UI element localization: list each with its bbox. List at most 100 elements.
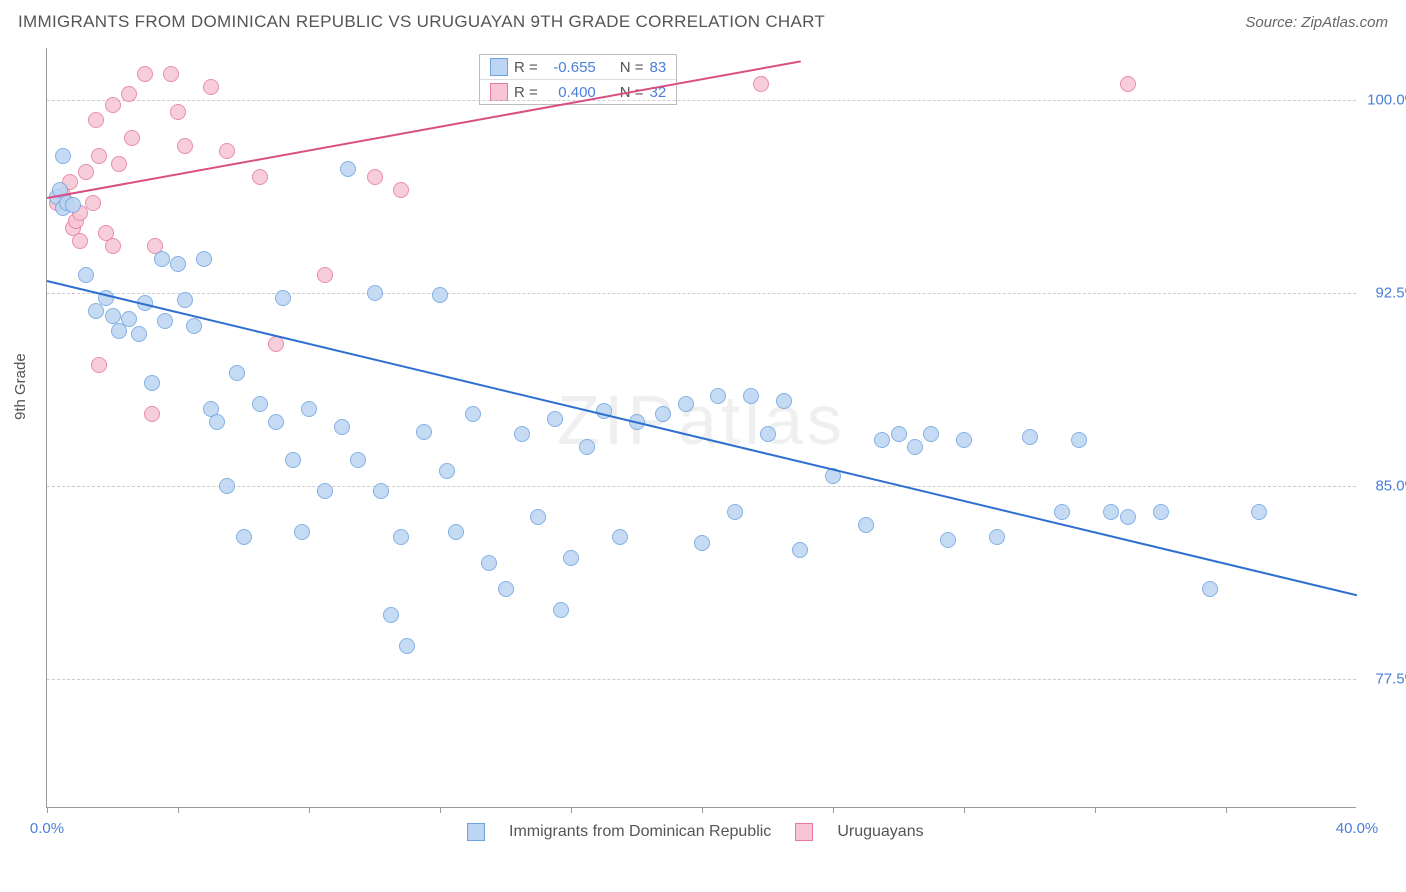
- series-b-name: Uruguayans: [837, 823, 923, 841]
- data-point: [186, 318, 202, 334]
- data-point: [465, 406, 481, 422]
- x-tick: [702, 807, 703, 813]
- y-tick-label: 77.5%: [1375, 671, 1406, 688]
- data-point: [448, 524, 464, 540]
- data-point: [219, 478, 235, 494]
- n-value-a: 83: [650, 59, 667, 76]
- data-point: [154, 251, 170, 267]
- data-point: [956, 432, 972, 448]
- data-point: [170, 256, 186, 272]
- data-point: [1202, 581, 1218, 597]
- data-point: [678, 396, 694, 412]
- data-point: [268, 336, 284, 352]
- data-point: [1251, 504, 1267, 520]
- r-label: R =: [514, 84, 538, 101]
- data-point: [743, 388, 759, 404]
- data-point: [481, 555, 497, 571]
- data-point: [294, 524, 310, 540]
- y-tick-label: 92.5%: [1375, 284, 1406, 301]
- data-point: [710, 388, 726, 404]
- data-point: [105, 238, 121, 254]
- data-point: [219, 143, 235, 159]
- data-point: [334, 419, 350, 435]
- swatch-series-a: [467, 823, 485, 841]
- data-point: [236, 529, 252, 545]
- scatter-chart: ZIPatlas R = -0.655 N = 83 R = 0.400 N =…: [46, 48, 1356, 808]
- data-point: [121, 311, 137, 327]
- data-point: [579, 439, 595, 455]
- data-point: [514, 426, 530, 442]
- data-point: [792, 542, 808, 558]
- source-value: ZipAtlas.com: [1301, 14, 1388, 31]
- data-point: [432, 287, 448, 303]
- data-point: [383, 607, 399, 623]
- data-point: [163, 66, 179, 82]
- data-point: [399, 638, 415, 654]
- data-point: [55, 148, 71, 164]
- chart-header: IMMIGRANTS FROM DOMINICAN REPUBLIC VS UR…: [0, 0, 1406, 40]
- data-point: [137, 66, 153, 82]
- y-tick-label: 100.0%: [1367, 91, 1406, 108]
- data-point: [655, 406, 671, 422]
- data-point: [144, 375, 160, 391]
- chart-source: Source: ZipAtlas.com: [1245, 14, 1388, 31]
- data-point: [196, 251, 212, 267]
- data-point: [105, 97, 121, 113]
- data-point: [78, 267, 94, 283]
- data-point: [367, 285, 383, 301]
- y-tick-label: 85.0%: [1375, 477, 1406, 494]
- data-point: [275, 290, 291, 306]
- data-point: [72, 233, 88, 249]
- swatch-series-a: [490, 58, 508, 76]
- data-point: [131, 326, 147, 342]
- data-point: [891, 426, 907, 442]
- data-point: [553, 602, 569, 618]
- series-a-name: Immigrants from Dominican Republic: [509, 823, 771, 841]
- data-point: [1103, 504, 1119, 520]
- data-point: [124, 130, 140, 146]
- trend-line: [47, 61, 801, 200]
- data-point: [91, 148, 107, 164]
- data-point: [65, 197, 81, 213]
- data-point: [612, 529, 628, 545]
- data-point: [157, 313, 173, 329]
- chart-title: IMMIGRANTS FROM DOMINICAN REPUBLIC VS UR…: [18, 12, 825, 32]
- x-tick: [571, 807, 572, 813]
- n-label: N =: [620, 59, 644, 76]
- data-point: [760, 426, 776, 442]
- data-point: [85, 195, 101, 211]
- data-point: [170, 104, 186, 120]
- data-point: [563, 550, 579, 566]
- data-point: [989, 529, 1005, 545]
- data-point: [229, 365, 245, 381]
- x-tick: [964, 807, 965, 813]
- data-point: [144, 406, 160, 422]
- stats-row-a: R = -0.655 N = 83: [480, 55, 676, 80]
- data-point: [1022, 429, 1038, 445]
- stats-legend: R = -0.655 N = 83 R = 0.400 N = 32: [479, 54, 677, 105]
- gridline: [47, 100, 1356, 101]
- x-tick: [178, 807, 179, 813]
- x-tick: [1226, 807, 1227, 813]
- data-point: [105, 308, 121, 324]
- data-point: [530, 509, 546, 525]
- data-point: [940, 532, 956, 548]
- y-axis-label: 9th Grade: [12, 353, 29, 420]
- data-point: [177, 292, 193, 308]
- r-label: R =: [514, 59, 538, 76]
- data-point: [439, 463, 455, 479]
- data-point: [301, 401, 317, 417]
- data-point: [317, 483, 333, 499]
- x-tick: [440, 807, 441, 813]
- data-point: [1120, 509, 1136, 525]
- data-point: [858, 517, 874, 533]
- data-point: [373, 483, 389, 499]
- data-point: [1054, 504, 1070, 520]
- data-point: [907, 439, 923, 455]
- gridline: [47, 486, 1356, 487]
- data-point: [177, 138, 193, 154]
- x-tick: [309, 807, 310, 813]
- gridline: [47, 293, 1356, 294]
- data-point: [393, 529, 409, 545]
- swatch-series-b: [490, 83, 508, 101]
